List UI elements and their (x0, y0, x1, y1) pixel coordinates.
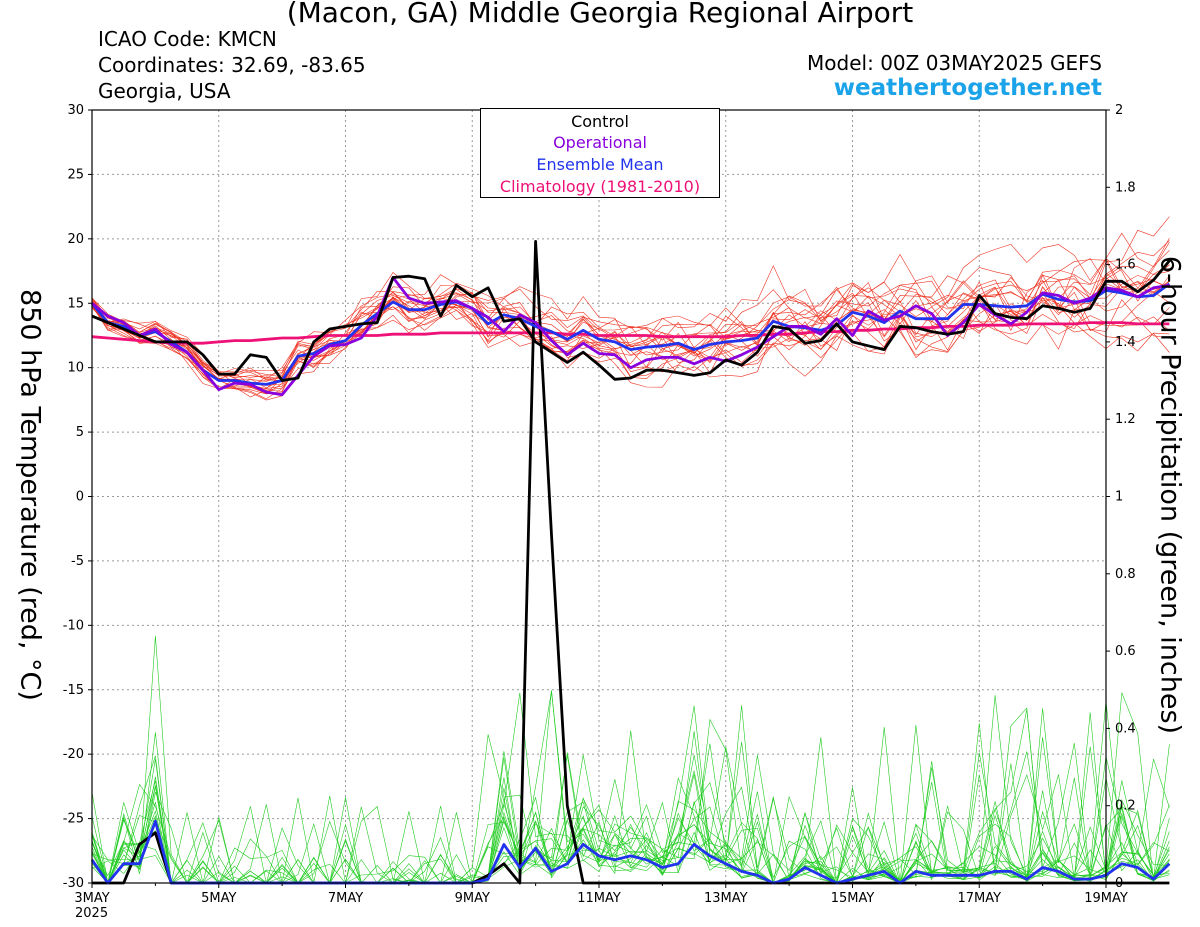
x-tick-label: 17MAY (957, 891, 1001, 906)
y-tick-label-left: -15 (63, 683, 84, 698)
ensemble-member-precip-line (91, 755, 1170, 884)
ensemble-member-temp-line (91, 216, 1170, 383)
y-tick-label-right: 1.8 (1115, 180, 1136, 195)
grid-lines (92, 109, 1106, 884)
y-tick-label-left: -20 (63, 747, 84, 762)
y-tick-label-left: -5 (71, 554, 84, 569)
coordinates: Coordinates: 32.69, -83.65 (98, 53, 366, 77)
ensemble-member-temp-line (91, 258, 1170, 394)
model-run: Model: 00Z 03MAY2025 GEFS (807, 51, 1102, 75)
climatology-line (91, 321, 1170, 345)
ensemble-member-precip-line (91, 755, 1170, 885)
legend-control: Control (571, 112, 629, 131)
ensemble-mean-temp-line (90, 282, 1171, 386)
y-tick-label-right: 0.6 (1115, 644, 1136, 659)
ensemble-member-precip-line (91, 635, 1170, 884)
y-tick-label-left: 25 (67, 167, 84, 182)
region: Georgia, USA (98, 79, 231, 103)
x-tick-label: 9MAY (455, 891, 490, 906)
x-tick-label: 15MAY (831, 891, 875, 906)
x-tick-label: 11MAY (577, 891, 621, 906)
y-tick-label-right: 0.4 (1115, 721, 1136, 736)
ensemble-member-precip-line (91, 746, 1170, 884)
y-tick-label-right: 1.2 (1115, 412, 1136, 427)
y-tick-label-left: 20 (67, 232, 84, 247)
x-tick-label: 7MAY (328, 891, 363, 906)
x-tick-label: 3MAY (74, 891, 109, 906)
operational-temp-line (91, 276, 1170, 397)
ensemble-member-temp-line (91, 284, 1170, 391)
x-tick-label: 13MAY (704, 891, 748, 906)
y-tick-label-left: 0 (76, 490, 84, 505)
x-tick-label: 19MAY (1084, 891, 1128, 906)
chart-title: (Macon, GA) Middle Georgia Regional Airp… (286, 0, 914, 29)
y-tick-label-right: 0.2 (1115, 799, 1136, 814)
legend-operational: Operational (553, 133, 647, 152)
ensemble-member-temp-line (91, 264, 1170, 389)
site-link[interactable]: weathertogether.net (833, 75, 1102, 101)
y-tick-label-left: 30 (67, 103, 84, 118)
ensemble-member-temp-line (91, 280, 1170, 400)
ensemble-member-temp-line (91, 240, 1170, 377)
y-axis-label-right: 6-hour Precipitation (green, inches) (1154, 255, 1186, 735)
y-tick-label-left: 5 (76, 425, 84, 440)
x-axis-year: 2025 (75, 906, 109, 921)
ensemble-member-temp-line (91, 257, 1170, 381)
y-tick-label-left: -30 (63, 876, 84, 891)
ensemble-member-temp-line (91, 286, 1170, 401)
icao-code: ICAO Code: KMCN (98, 27, 277, 51)
y-tick-label-right: 1.4 (1115, 335, 1136, 350)
y-tick-label-left: 15 (67, 296, 84, 311)
y-tick-label-left: -25 (63, 812, 84, 827)
y-axis-label-left: 850 hPa Temperature (red, °C) (14, 289, 46, 701)
y-tick-label-right: 0.8 (1115, 567, 1136, 582)
ensemble-member-temp-line (91, 275, 1170, 387)
ensemble-member-precip-line (91, 776, 1170, 884)
axis-ticks: 302520151050-5-10-15-20-25-3021.81.61.41… (63, 103, 1136, 906)
y-tick-label-left: -10 (63, 618, 84, 633)
control-temp-line (91, 259, 1171, 382)
y-tick-label-left: 10 (67, 361, 84, 376)
ensemble-member-temp-line (91, 279, 1170, 380)
ensemble-member-temp-line (91, 232, 1170, 398)
y-tick-label-right: 0 (1115, 876, 1123, 891)
ensemble-member-temp-line (91, 257, 1170, 378)
y-tick-label-right: 2 (1115, 103, 1123, 118)
y-tick-label-right: 1 (1115, 490, 1123, 505)
y-tick-label-right: 1.6 (1115, 258, 1136, 273)
legend-ensemble-mean: Ensemble Mean (536, 155, 664, 174)
ensemble-member-precip-line (91, 737, 1170, 884)
x-tick-label: 5MAY (201, 891, 236, 906)
legend-climatology: Climatology (1981-2010) (499, 177, 701, 196)
legend: Control Operational Ensemble Mean Climat… (480, 108, 720, 198)
